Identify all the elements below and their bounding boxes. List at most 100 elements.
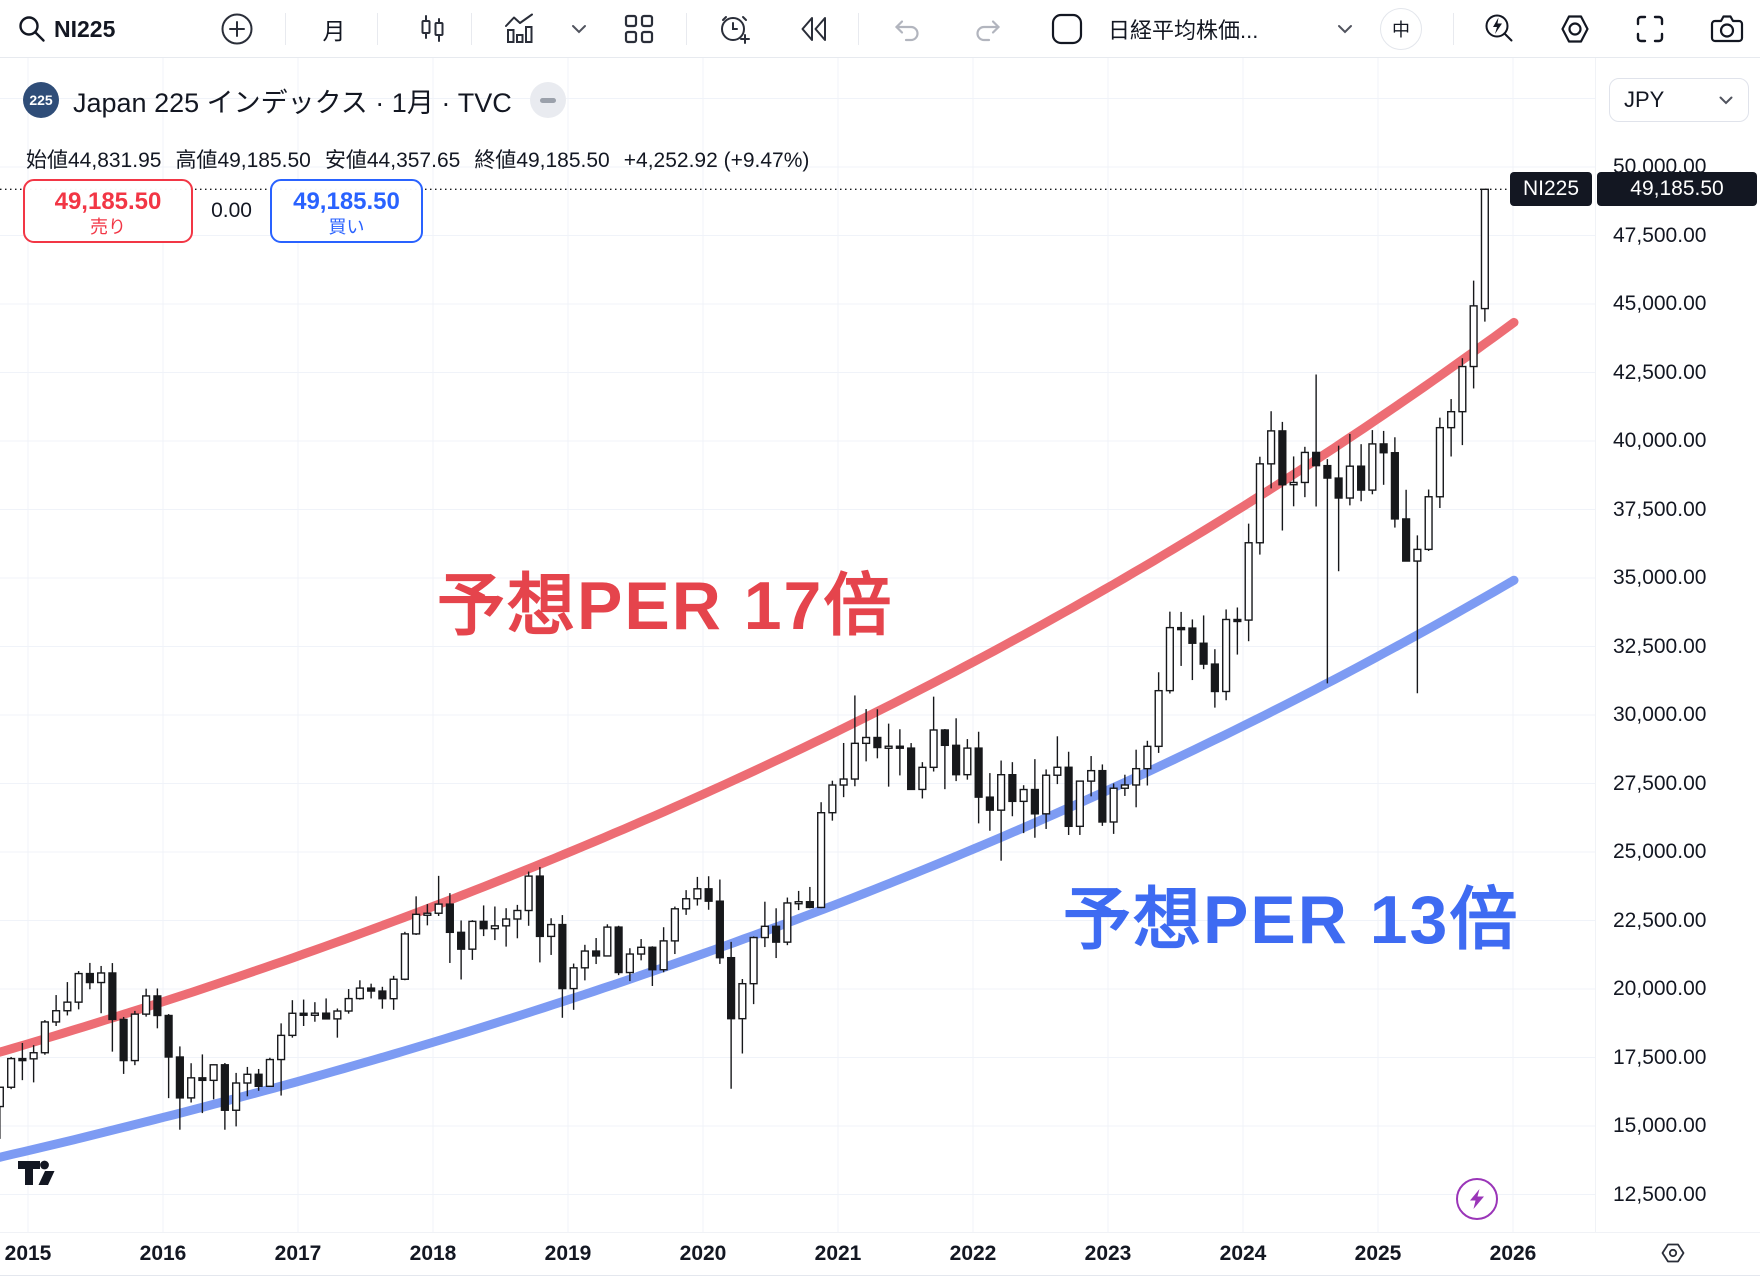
year-tick-label: 2024	[1219, 1242, 1267, 1265]
symbol-logo-badge: 225	[23, 82, 59, 118]
layout-button[interactable]	[621, 0, 657, 58]
buy-label: 買い	[328, 217, 365, 237]
fullscreen-button[interactable]	[1632, 0, 1668, 58]
camera-icon	[1710, 15, 1744, 43]
year-tick-label: 2026	[1489, 1242, 1537, 1265]
candlestick-icon	[421, 15, 444, 42]
year-tick-label: 2015	[4, 1242, 52, 1265]
axis-settings-button[interactable]	[1658, 1238, 1688, 1268]
symbol-description-button[interactable]: 日経平均株価...	[1108, 0, 1258, 58]
rewind-icon	[801, 17, 826, 41]
year-tick-label: 2023	[1084, 1242, 1132, 1265]
year-tick-label: 2022	[949, 1242, 997, 1265]
compare-add-button[interactable]	[219, 0, 255, 58]
minus-icon	[539, 97, 556, 103]
toolbar-divider	[858, 13, 859, 45]
change-value: +4,252.92 (+9.47%)	[623, 149, 810, 172]
spread-value: 0.00	[211, 199, 252, 222]
replay-button[interactable]	[796, 0, 832, 58]
toolbar-divider	[1453, 13, 1454, 45]
symbol-description-label: 日経平均株価...	[1108, 18, 1259, 43]
currency-dropdown[interactable]: JPY	[1609, 78, 1749, 122]
chart-canvas[interactable]	[0, 58, 1595, 1232]
price-tick-label: 47,500.00	[1613, 223, 1707, 247]
settings-hexagon-icon	[1561, 15, 1589, 43]
price-tick-label: 20,000.00	[1613, 977, 1707, 1000]
year-tick-label: 2016	[139, 1242, 187, 1265]
price-tick-label: 45,000.00	[1613, 292, 1707, 315]
open-label: 始値	[26, 149, 68, 172]
chart-area: 225 Japan 225 インデックス · 1月 · TVC 始値44,831…	[0, 58, 1760, 1284]
last-price-symbol: NI225	[1510, 172, 1592, 206]
trade-buttons: 49,185.50 売り 0.00 49,185.50 買い	[23, 179, 423, 243]
alarm-plus-icon	[721, 16, 750, 44]
layout-grid-icon	[624, 14, 654, 44]
chart-legend: 225 Japan 225 インデックス · 1月 · TVC	[23, 82, 566, 118]
font-size-badge[interactable]: 中	[1380, 0, 1422, 58]
sell-label: 売り	[90, 217, 126, 237]
quick-search-button[interactable]	[1482, 0, 1518, 58]
lightning-icon	[1470, 1189, 1484, 1209]
year-tick-label: 2018	[409, 1242, 457, 1265]
toolbar-divider	[285, 13, 286, 45]
close-label: 終値	[474, 149, 517, 172]
interval-button[interactable]: 月	[316, 0, 352, 58]
redo-button[interactable]	[969, 0, 1005, 58]
toolbar-divider	[471, 13, 472, 45]
price-tick-label: 32,500.00	[1613, 634, 1707, 658]
last-price-value: 49,185.50	[1597, 172, 1757, 206]
indicators-button[interactable]	[500, 0, 540, 58]
settings-button[interactable]	[1557, 0, 1593, 58]
buy-button[interactable]: 49,185.50 買い	[270, 179, 423, 243]
price-tick-label: 25,000.00	[1613, 840, 1707, 863]
toolbar-divider	[377, 13, 378, 45]
gear-hexagon-icon	[1661, 1243, 1685, 1263]
price-tick-label: 37,500.00	[1613, 497, 1707, 521]
high-value: 49,185.50	[217, 149, 311, 172]
price-tick-label: 17,500.00	[1613, 1045, 1707, 1069]
chevron-down-icon	[1719, 96, 1733, 105]
sell-button[interactable]: 49,185.50 売り	[23, 179, 193, 243]
chart-style-button[interactable]	[414, 0, 450, 58]
year-tick-label: 2021	[814, 1242, 862, 1265]
price-tick-label: 35,000.00	[1613, 566, 1707, 589]
checkbox-icon	[1051, 13, 1083, 45]
watchlist-checkbox[interactable]	[1049, 0, 1085, 58]
close-value: 49,185.50	[516, 149, 610, 172]
time-axis[interactable]: 2015 2016 2017 2018 2019 2020 2021 2022 2023 2024…	[0, 1232, 1760, 1276]
high-label: 高値	[175, 149, 218, 172]
price-tick-label: 27,500.00	[1613, 771, 1707, 795]
alert-button[interactable]	[716, 0, 752, 58]
price-tick-label: 30,000.00	[1613, 703, 1707, 726]
last-price-tag: NI225 49,185.50	[1510, 172, 1757, 206]
undo-button[interactable]	[890, 0, 926, 58]
toolbar-divider	[686, 13, 687, 45]
ohlc-readout: 始値44,831.95 高値49,185.50 安値44,357.65 終値49,18…	[26, 144, 809, 174]
annotation-per17[interactable]: 予想PER 17倍	[437, 568, 894, 644]
price-tick-label: 15,000.00	[1613, 1114, 1707, 1137]
collapse-legend-button[interactable]	[529, 82, 566, 118]
year-tick-label: 2025	[1354, 1242, 1402, 1265]
low-value: 44,357.65	[366, 149, 461, 172]
price-tick-label: 40,000.00	[1613, 429, 1707, 452]
fullscreen-icon	[1636, 15, 1664, 43]
indicators-chevron[interactable]	[566, 0, 592, 58]
screenshot-button[interactable]	[1707, 0, 1747, 58]
price-axis[interactable]: JPY 50,000.00 47,500.00 45,000.00 42,500.00…	[1595, 58, 1760, 1232]
annotation-per13[interactable]: 予想PER 13倍	[1063, 882, 1520, 958]
year-tick-label: 2019	[544, 1242, 592, 1265]
publish-idea-button[interactable]	[1456, 1178, 1498, 1220]
tradingview-watermark	[18, 1158, 62, 1193]
price-tick-label: 12,500.00	[1613, 1182, 1707, 1206]
symbol-search-label: NI225	[54, 15, 116, 42]
undo-icon	[894, 20, 919, 42]
symbol-description-chevron[interactable]	[1332, 0, 1358, 58]
price-tick-label: 42,500.00	[1613, 360, 1707, 384]
chart-title[interactable]: Japan 225 インデックス · 1月 · TVC	[73, 87, 512, 118]
search-icon[interactable]	[16, 0, 48, 58]
symbol-search-button[interactable]: NI225	[54, 0, 115, 58]
year-tick-label: 2020	[679, 1242, 727, 1265]
low-label: 安値	[324, 149, 367, 172]
redo-icon	[976, 20, 1001, 42]
